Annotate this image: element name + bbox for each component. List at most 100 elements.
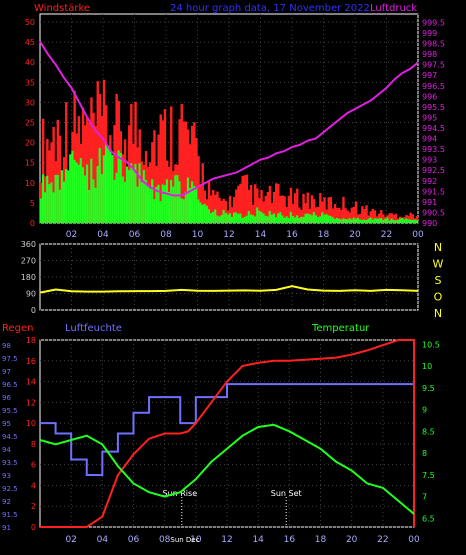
top-left-tick: 0: [30, 219, 35, 228]
gust-bar: [401, 217, 404, 223]
wind-bar: [216, 191, 219, 223]
gust-bar: [79, 158, 83, 223]
gust-bar: [350, 219, 354, 223]
gust-bar: [275, 217, 278, 223]
gust-bar: [411, 219, 414, 223]
gust-bar: [344, 218, 347, 223]
gust-bar: [371, 219, 375, 223]
gust-bar: [361, 219, 364, 223]
wind-bar: [380, 210, 383, 223]
gust-bar: [340, 219, 343, 223]
gust-bar: [58, 189, 62, 223]
direction-y-tick: 180: [21, 273, 36, 282]
gust-bar: [317, 217, 320, 223]
gust-bar: [186, 177, 190, 223]
temperature-tick: 8: [422, 449, 427, 458]
wind-bar: [212, 189, 215, 223]
bottom-x-tick: 22: [377, 535, 388, 545]
gust-bar: [203, 203, 207, 223]
wind-bar: [296, 188, 299, 223]
gust-bar: [151, 179, 154, 223]
gust-bar: [327, 215, 330, 223]
gust-bar: [392, 220, 396, 223]
gust-bar: [251, 215, 255, 223]
wind-bar: [73, 90, 76, 223]
rain-tick: 10: [26, 419, 36, 428]
top-right-tick: 992: [422, 177, 437, 186]
bottom-x-tick: 04: [97, 535, 109, 545]
gust-bar: [390, 218, 393, 223]
wind-bar: [262, 201, 265, 223]
gust-bar: [310, 215, 314, 223]
temperature-tick: 8.5: [422, 427, 435, 436]
gust-bar: [180, 198, 183, 223]
rain-tick: 18: [26, 336, 36, 345]
wind-bar: [277, 183, 280, 223]
gust-bar: [256, 207, 259, 223]
wind-bar: [291, 203, 295, 223]
gust-bar: [346, 219, 349, 223]
gust-bar: [165, 179, 169, 223]
top-right-tick: 991.5: [422, 187, 445, 196]
top-x-tick: 18: [318, 230, 330, 240]
bottom-x-tick: 06: [128, 535, 140, 545]
gust-bar: [153, 199, 156, 223]
gust-bar: [241, 217, 244, 223]
gust-bar: [285, 216, 288, 223]
gust-bar: [377, 218, 381, 223]
compass-label: N: [434, 241, 442, 254]
humidity-tick: 96.5: [2, 381, 18, 389]
gust-bar: [65, 169, 68, 223]
rain-tick: 6: [31, 461, 36, 470]
wind-bar: [327, 197, 330, 223]
wind-bar: [180, 104, 183, 223]
wind-bar: [220, 200, 223, 223]
wind-bar: [186, 129, 190, 223]
wind-bar: [319, 193, 322, 223]
temperature-tick: 7.5: [422, 471, 435, 480]
wind-bar: [287, 195, 291, 223]
gust-bar: [88, 190, 91, 223]
gust-bar: [159, 201, 162, 223]
rain-tick: 4: [31, 481, 36, 490]
rain-tick: 16: [26, 357, 36, 366]
gust-bar: [207, 209, 211, 223]
wind-bar: [161, 120, 165, 223]
wind-bar: [333, 203, 337, 223]
top-left-tick: 15: [25, 159, 35, 168]
gust-bar: [39, 198, 43, 223]
gust-bar: [354, 218, 358, 223]
top-x-tick: 14: [255, 230, 267, 240]
humidity-tick: 98: [2, 342, 11, 350]
gust-bar: [172, 186, 175, 223]
humidity-tick: 96: [2, 394, 11, 402]
top-right-tick: 996.5: [422, 82, 445, 91]
wind-bar: [369, 211, 372, 223]
wind-bar: [254, 184, 257, 223]
temperature-tick: 7: [422, 493, 427, 502]
gust-bar: [94, 187, 97, 223]
regen-label: Regen: [2, 323, 34, 334]
gust-bar: [220, 214, 223, 223]
wind-bar: [94, 125, 97, 223]
bottom-x-tick: 02: [65, 535, 76, 545]
gust-bar: [113, 179, 116, 223]
gust-bar: [394, 220, 398, 223]
wind-bar: [340, 209, 343, 223]
gust-bar: [146, 186, 150, 223]
gust-bar: [178, 181, 181, 223]
wind-bar: [266, 191, 270, 223]
gust-bar: [235, 212, 238, 223]
gust-bar: [380, 218, 383, 223]
gust-bar: [363, 219, 366, 223]
humidity-tick: 94: [2, 446, 11, 454]
gust-bar: [119, 152, 123, 223]
gust-bar: [323, 214, 326, 223]
gust-bar: [382, 219, 385, 223]
gust-bar: [214, 209, 217, 223]
top-right-tick: 999: [422, 29, 437, 38]
top-right-tick: 998: [422, 50, 437, 59]
wind-bar: [41, 118, 45, 223]
gust-bar: [117, 150, 120, 223]
